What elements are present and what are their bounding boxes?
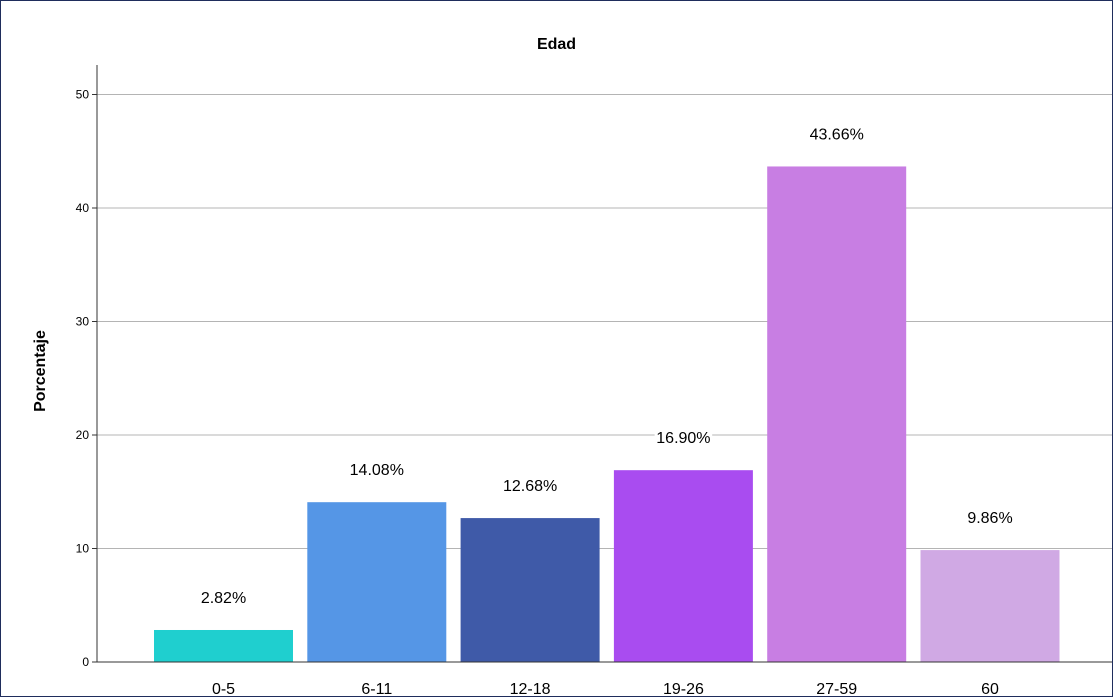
data-label-bg (501, 476, 559, 498)
y-tick-label: 0 (82, 655, 89, 669)
data-label: 14.08% (350, 462, 404, 479)
x-tick-label: 60 (981, 681, 999, 696)
data-label-bg (807, 124, 866, 146)
bar-6-11 (307, 502, 447, 662)
data-label: 2.82% (201, 590, 246, 607)
data-label: 9.86% (967, 510, 1012, 527)
data-label: 43.66% (810, 126, 864, 143)
data-label: 16.90% (656, 430, 710, 447)
chart-title: Edad (536, 36, 577, 53)
y-tick-label: 40 (76, 201, 90, 215)
bar-19-26 (613, 470, 753, 662)
y-tick-label: 50 (76, 88, 90, 102)
data-label-bg (348, 460, 406, 482)
x-tick-label: 0-5 (212, 681, 235, 696)
data-label-bg (654, 428, 713, 450)
grid-lines (97, 94, 1112, 549)
data-label-bg (199, 587, 248, 609)
y-tick-label: 10 (76, 542, 90, 556)
data-label: 12.68% (503, 478, 557, 495)
bar-27-59 (767, 166, 907, 663)
labels: 2.82% 14.08% 12.68% 16.90% 43.66% 9.86% (199, 124, 1015, 609)
x-tick-label: 12-18 (510, 681, 551, 696)
bars (154, 166, 1060, 663)
data-label-bg (965, 508, 1015, 530)
x-tick-label: 6-11 (361, 681, 392, 696)
x-tick-label: 19-26 (663, 681, 704, 696)
bar-60 (920, 550, 1060, 662)
axes: 0 10 20 30 40 50 0-5 6-11 12-18 19-26 27-59 60 (76, 65, 1112, 696)
bar-0-5 (154, 629, 293, 662)
y-tick-label: 30 (76, 315, 90, 329)
x-tick-label: 27-59 (816, 681, 857, 696)
y-tick-label: 20 (76, 428, 90, 442)
bar-12-18 (460, 518, 600, 662)
